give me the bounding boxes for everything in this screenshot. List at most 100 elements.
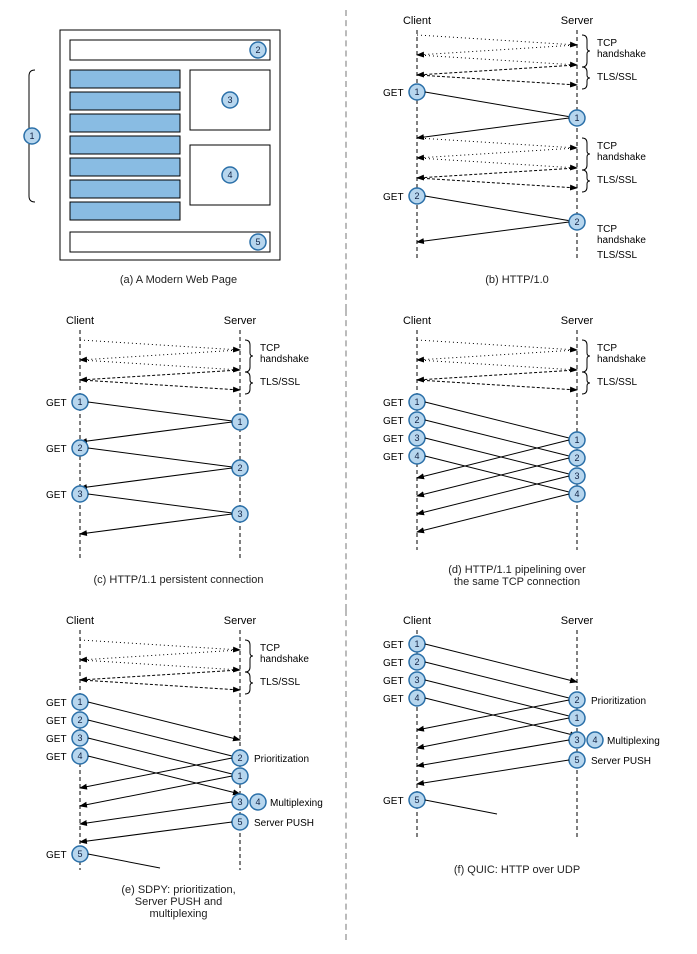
svg-text:GET: GET [46,752,67,763]
svg-text:3: 3 [574,735,579,745]
svg-text:1: 1 [574,435,579,445]
svg-text:TCPhandshake: TCPhandshake [260,643,309,665]
svg-text:GET: GET [383,398,404,409]
svg-text:TLS/SSL: TLS/SSL [260,677,300,688]
svg-text:Server: Server [561,315,594,327]
svg-text:1: 1 [414,639,419,649]
badge-3: 3 [222,92,238,108]
svg-text:4: 4 [592,735,597,745]
svg-text:GET: GET [383,640,404,651]
svg-text:GET: GET [383,694,404,705]
svg-text:Client: Client [403,615,431,627]
svg-text:3: 3 [77,733,82,743]
svg-text:GET: GET [46,850,67,861]
svg-text:4: 4 [414,451,419,461]
svg-text:2: 2 [574,453,579,463]
svg-text:GET: GET [383,658,404,669]
svg-text:2: 2 [77,715,82,725]
panel-f: Client Server GET 1 GET 2 GET 3 GET 4 2 Prio… [347,610,687,940]
svg-text:GET: GET [46,398,67,409]
svg-text:3: 3 [237,797,242,807]
diagram-grid: 1 2 3 4 5 (a) A Modern Web Page Client S… [10,10,687,940]
svg-text:GET: GET [383,434,404,445]
svg-text:1: 1 [574,713,579,723]
svg-text:4: 4 [227,170,232,180]
svg-text:Multiplexing: Multiplexing [607,736,660,747]
panel-a: 1 2 3 4 5 (a) A Modern Web Page [10,10,347,310]
svg-text:5: 5 [77,849,82,859]
svg-text:Server: Server [561,615,594,627]
svg-text:4: 4 [414,693,419,703]
svg-text:Server: Server [224,315,257,327]
svg-text:1: 1 [29,131,34,141]
svg-text:2: 2 [237,463,242,473]
panel-a-svg: 1 2 3 4 5 [10,10,340,270]
svg-text:GET: GET [46,698,67,709]
badge-1: 1 [24,128,40,144]
svg-text:5: 5 [237,817,242,827]
panel-a-caption: (a) A Modern Web Page [10,274,347,286]
svg-text:4: 4 [77,751,82,761]
svg-text:1: 1 [414,87,419,97]
svg-text:TLS/SSL: TLS/SSL [597,250,637,261]
svg-text:2: 2 [414,657,419,667]
svg-text:TCPhandshake: TCPhandshake [597,343,646,365]
svg-text:2: 2 [255,45,260,55]
svg-text:3: 3 [414,675,419,685]
svg-text:2: 2 [414,191,419,201]
svg-text:GET: GET [46,716,67,727]
svg-text:4: 4 [574,489,579,499]
svg-text:GET: GET [46,490,67,501]
svg-text:GET: GET [383,676,404,687]
svg-text:Server: Server [561,15,594,27]
svg-text:Server: Server [224,615,257,627]
svg-text:GET: GET [383,796,404,807]
svg-text:GET: GET [383,88,404,99]
svg-text:GET: GET [46,444,67,455]
panel-b-caption: (b) HTTP/1.0 [347,274,687,286]
svg-text:3: 3 [414,433,419,443]
panel-f-caption: (f) QUIC: HTTP over UDP [347,864,687,876]
svg-text:5: 5 [574,755,579,765]
svg-text:2: 2 [574,695,579,705]
panel-b: Client Server TCPhandshake TLS/SSL GET 1 [347,10,687,310]
svg-text:1: 1 [237,771,242,781]
panel-e-caption: (e) SDPY: prioritization, Server PUSH an… [10,884,347,920]
svg-text:GET: GET [383,452,404,463]
badge-4: 4 [222,167,238,183]
svg-text:TCPhandshake: TCPhandshake [597,141,646,163]
svg-text:3: 3 [77,489,82,499]
svg-text:3: 3 [227,95,232,105]
svg-text:TCPhandshake: TCPhandshake [260,343,309,365]
svg-text:1: 1 [77,397,82,407]
panel-e: Client Server TCPhandshake TLS/SSL GET1 [10,610,347,940]
svg-text:3: 3 [237,509,242,519]
svg-text:Prioritization: Prioritization [254,754,309,765]
badge-5: 5 [250,234,266,250]
svg-text:3: 3 [574,471,579,481]
panel-c: Client Server TCPhandshake TLS/SSL GET 1 [10,310,347,610]
svg-text:TLS/SSL: TLS/SSL [597,377,637,388]
svg-text:Client: Client [403,315,431,327]
svg-text:2: 2 [574,217,579,227]
svg-text:4: 4 [255,797,260,807]
svg-text:GET: GET [383,192,404,203]
svg-text:Server PUSH: Server PUSH [254,818,314,829]
svg-text:TCPhandshake: TCPhandshake [597,224,646,246]
panel-d-caption: (d) HTTP/1.1 pipelining over the same TC… [347,564,687,588]
svg-text:1: 1 [574,113,579,123]
panel-c-caption: (c) HTTP/1.1 persistent connection [10,574,347,586]
svg-text:Multiplexing: Multiplexing [270,798,323,809]
svg-text:Server PUSH: Server PUSH [591,756,651,767]
svg-text:1: 1 [414,397,419,407]
svg-text:2: 2 [414,415,419,425]
svg-text:2: 2 [237,753,242,763]
panel-d: Client Server TCPhandshake TLS/SSL GET 1 [347,310,687,610]
svg-text:5: 5 [414,795,419,805]
svg-text:2: 2 [77,443,82,453]
svg-text:TLS/SSL: TLS/SSL [260,377,300,388]
badge-2: 2 [250,42,266,58]
svg-text:TCPhandshake: TCPhandshake [597,38,646,60]
svg-text:GET: GET [383,416,404,427]
svg-text:Prioritization: Prioritization [591,696,646,707]
